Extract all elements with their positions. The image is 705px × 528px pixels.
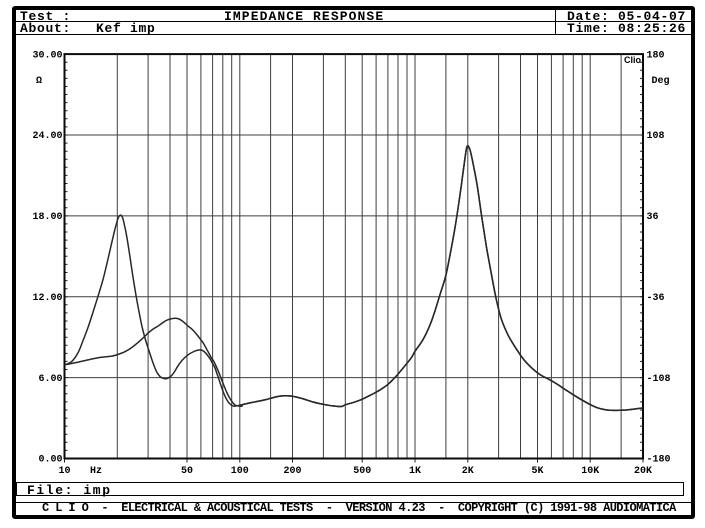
svg-text:100: 100 (231, 466, 249, 477)
svg-text:Hz: Hz (90, 466, 102, 477)
svg-text:Ω: Ω (36, 76, 42, 87)
svg-text:36: 36 (647, 212, 659, 223)
svg-text:5K: 5K (531, 466, 543, 477)
svg-text:Clio: Clio (624, 55, 642, 65)
svg-text:10K: 10K (581, 466, 599, 477)
svg-text:-180: -180 (647, 455, 671, 466)
svg-text:18.00: 18.00 (32, 212, 62, 223)
svg-text:20K: 20K (634, 466, 652, 477)
svg-text:500: 500 (353, 466, 371, 477)
svg-text:0.00: 0.00 (38, 455, 62, 466)
svg-text:200: 200 (283, 466, 301, 477)
svg-text:1K: 1K (409, 466, 421, 477)
svg-text:180: 180 (647, 50, 665, 61)
svg-text:108: 108 (647, 131, 665, 142)
svg-text:-36: -36 (647, 293, 665, 304)
svg-text:24.00: 24.00 (32, 131, 62, 142)
svg-text:10: 10 (58, 466, 70, 477)
svg-text:50: 50 (181, 466, 193, 477)
svg-text:-108: -108 (647, 374, 671, 385)
svg-text:30.00: 30.00 (32, 50, 62, 61)
svg-text:12.00: 12.00 (32, 293, 62, 304)
svg-text:Deg: Deg (652, 76, 670, 87)
svg-text:2K: 2K (462, 466, 474, 477)
svg-text:6.00: 6.00 (38, 374, 62, 385)
